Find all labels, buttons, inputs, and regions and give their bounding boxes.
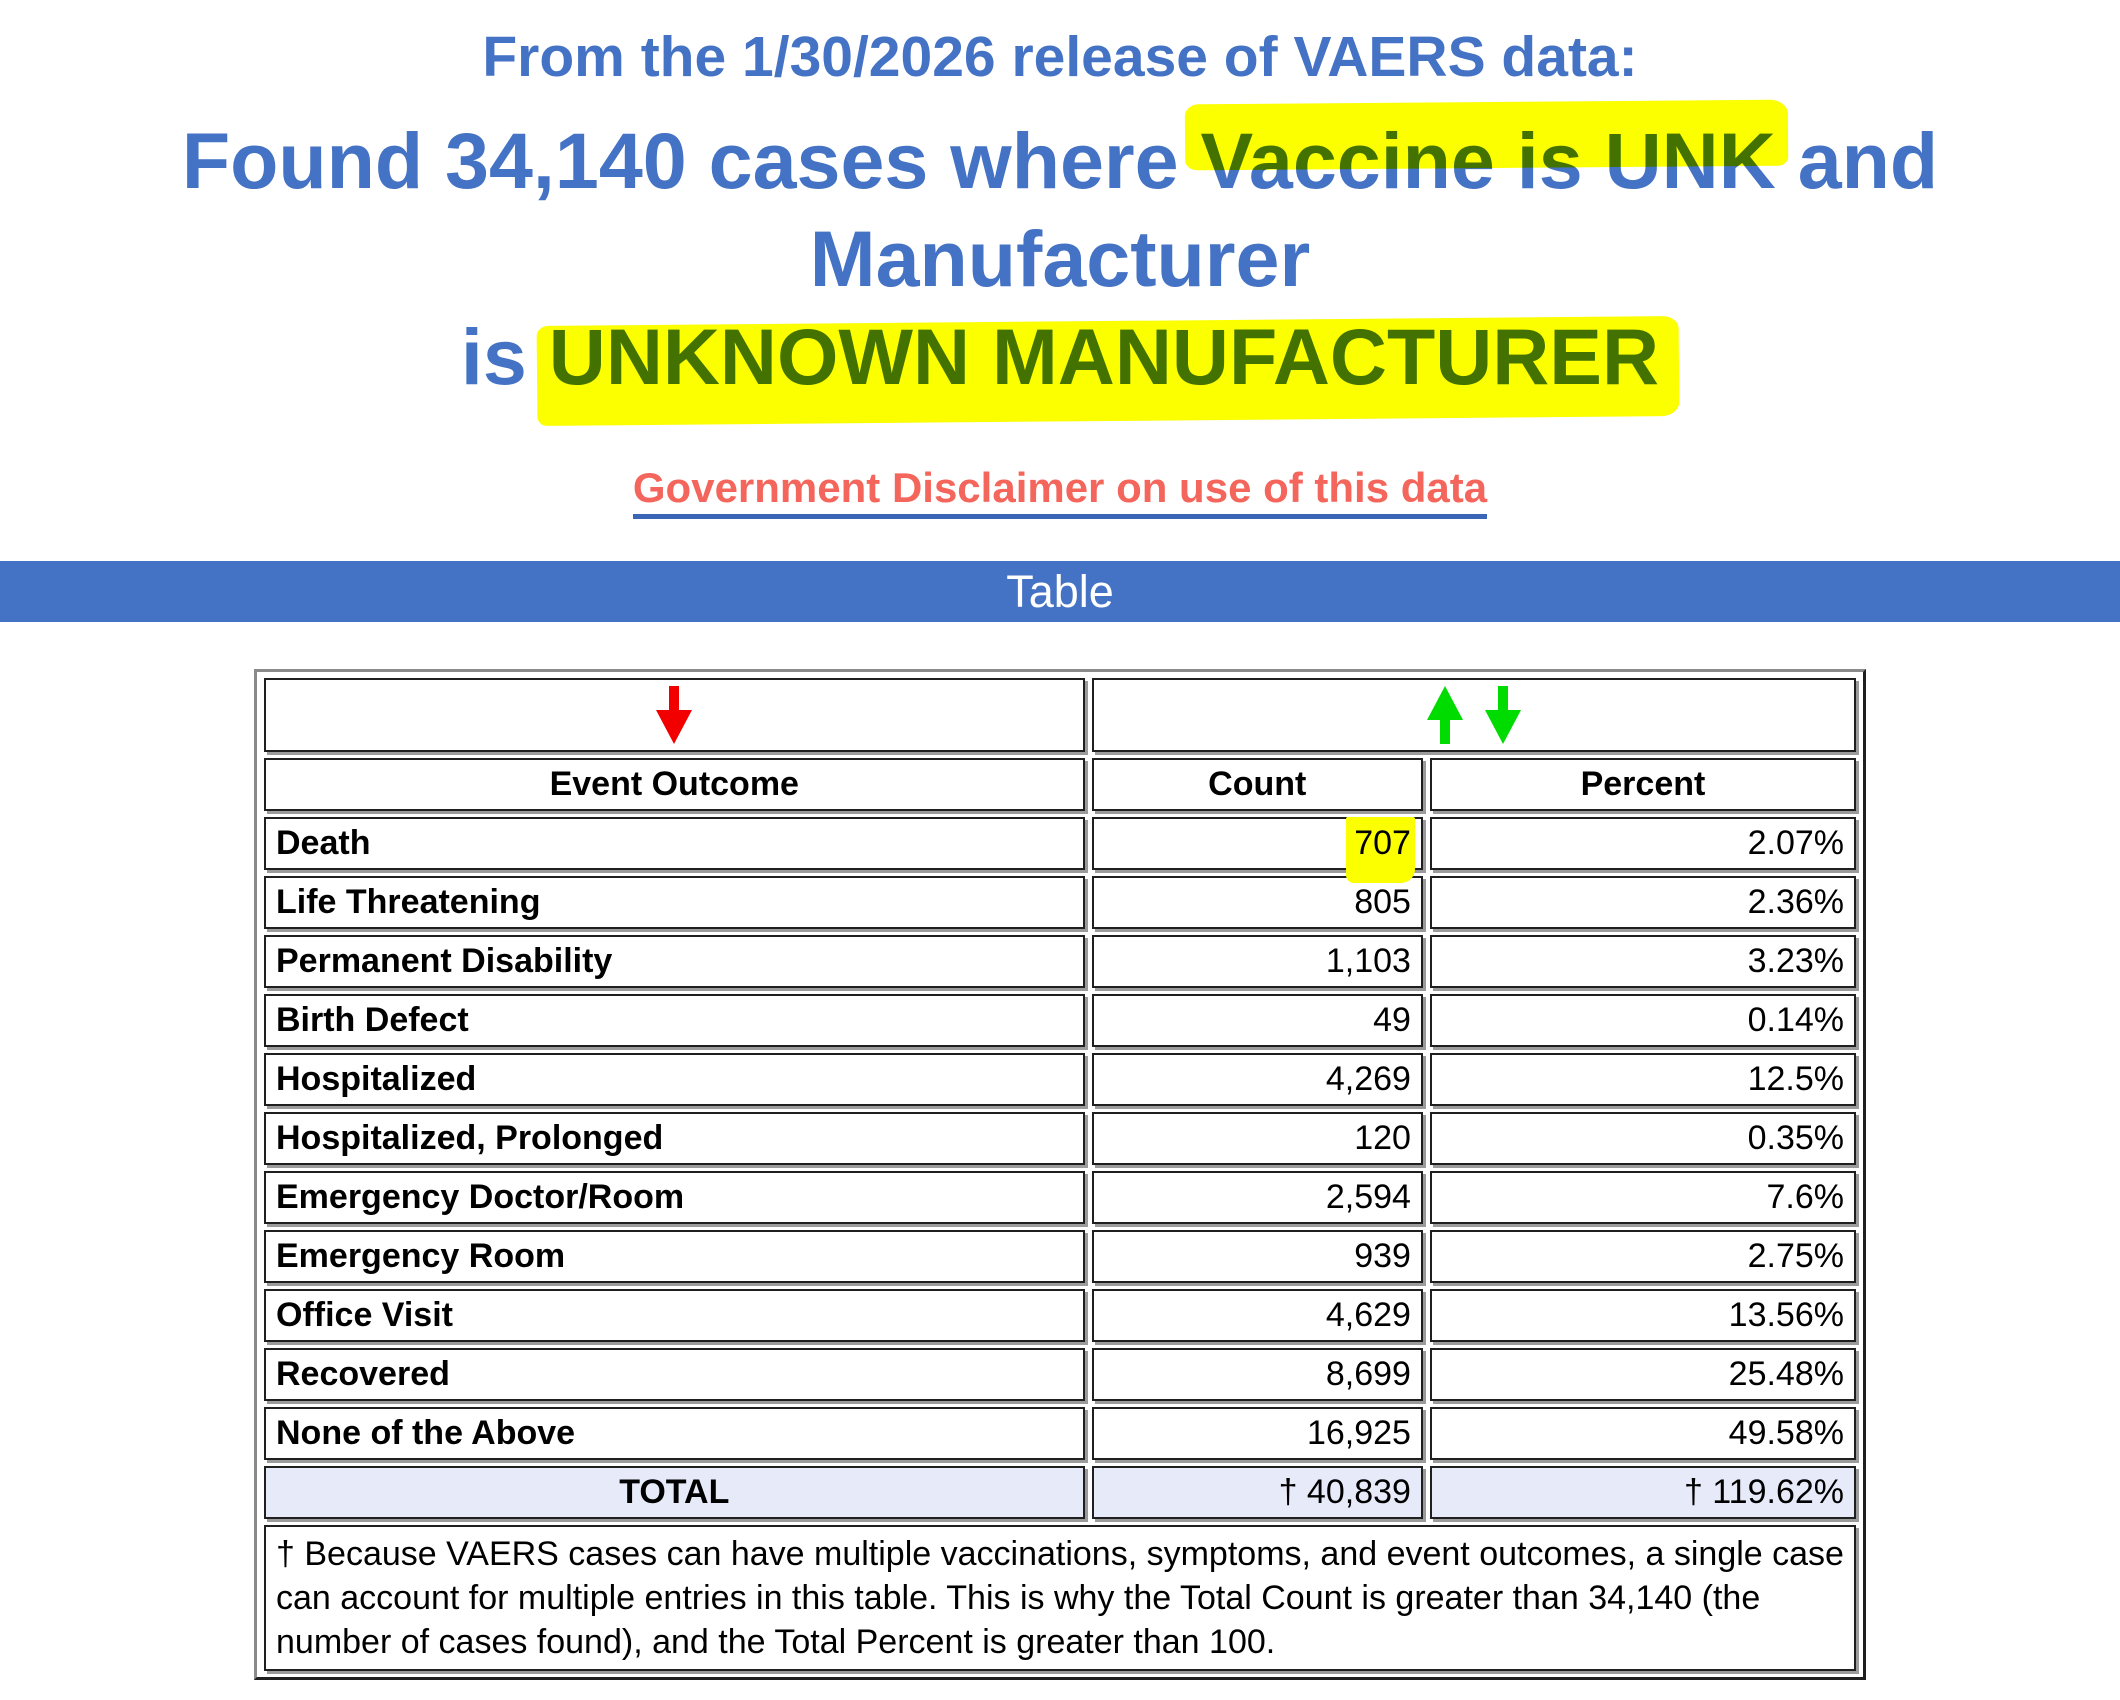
headline-text: and Manufacturer [809,116,1939,303]
government-disclaimer-link[interactable]: Government Disclaimer on use of this dat… [632,464,1488,519]
column-header-percent: Percent [1429,758,1856,811]
outcome-cell: Office Visit [264,1289,1085,1342]
red-down-arrow-icon [656,686,693,744]
table-row: Office Visit 4,629 13.56% [264,1289,1856,1342]
percent-cell: 0.14% [1429,994,1856,1047]
footnote-row: † Because VAERS cases can have multiple … [264,1525,1856,1671]
highlighted-count-value: 707 [1346,817,1415,883]
table-row: Hospitalized 4,269 12.5% [264,1053,1856,1106]
table-row: Recovered 8,699 25.48% [264,1348,1856,1401]
count-cell: 4,629 [1091,1289,1423,1342]
outcome-cell: Hospitalized, Prolonged [264,1112,1085,1165]
outcome-sort-cell[interactable] [264,678,1085,752]
outcome-cell: Life Threatening [264,876,1085,929]
table-row: Emergency Room 939 2.75% [264,1230,1856,1283]
highlighted-text-unknown-manufacturer: UNKNOWN MANUFACTURER [548,312,1660,401]
headline-text: is [460,312,549,401]
percent-cell: 49.58% [1429,1407,1856,1460]
release-line: From the 1/30/2026 release of VAERS data… [482,25,1638,89]
outcome-cell: None of the Above [264,1407,1085,1460]
count-cell: 2,594 [1091,1171,1423,1224]
outcome-cell: Hospitalized [264,1053,1085,1106]
outcome-cell: Birth Defect [264,994,1085,1047]
total-count-cell: † 40,839 [1091,1466,1423,1519]
count-cell: 805 [1091,876,1423,929]
outcome-table-body: Death 707 2.07% Life Threatening 805 2.36% Per… [264,817,1856,1460]
table-row: Life Threatening 805 2.36% [264,876,1856,929]
count-cell: 120 [1091,1112,1423,1165]
event-outcome-table: Event Outcome Count Percent Death 707 2.07… [254,669,1866,1680]
percent-cell: 25.48% [1429,1348,1856,1401]
total-label-cell: TOTAL [264,1466,1085,1519]
table-row: Birth Defect 49 0.14% [264,994,1856,1047]
outcome-cell: Permanent Disability [264,935,1085,988]
outcome-cell: Emergency Room [264,1230,1085,1283]
table-row: None of the Above 16,925 49.58% [264,1407,1856,1460]
table-row: Emergency Doctor/Room 2,594 7.6% [264,1171,1856,1224]
column-header-event-outcome: Event Outcome [264,758,1085,811]
count-cell: 4,269 [1091,1053,1423,1106]
percent-cell: 2.36% [1429,876,1856,929]
page-title: Found 34,140 cases where Vaccine is UNK … [20,112,2100,406]
total-row: TOTAL † 40,839 † 119.62% [264,1466,1856,1519]
highlighted-text-vaccine-unk: Vaccine is UNK [1200,116,1776,205]
footnote-cell: † Because VAERS cases can have multiple … [264,1525,1856,1671]
green-down-arrow-icon [1484,686,1521,744]
green-up-arrow-icon [1426,686,1463,744]
disclaimer-row: Government Disclaimer on use of this dat… [0,464,2120,519]
table-section-title: Table [1006,566,1114,617]
count-cell: 939 [1091,1230,1423,1283]
count-cell: 16,925 [1091,1407,1423,1460]
table-section-bar: Table [0,561,2120,622]
table-row: Permanent Disability 1,103 3.23% [264,935,1856,988]
percent-cell: 2.75% [1429,1230,1856,1283]
outcome-cell: Death [264,817,1085,870]
percent-cell: 7.6% [1429,1171,1856,1224]
table-row: Hospitalized, Prolonged 120 0.35% [264,1112,1856,1165]
percent-cell: 2.07% [1429,817,1856,870]
count-cell: 49 [1091,994,1423,1047]
percent-cell: 12.5% [1429,1053,1856,1106]
outcome-cell: Emergency Doctor/Room [264,1171,1085,1224]
count-cell: 8,699 [1091,1348,1423,1401]
outcome-cell: Recovered [264,1348,1085,1401]
column-header-count: Count [1091,758,1423,811]
column-header-row: Event Outcome Count Percent [264,758,1856,811]
percent-cell: 0.35% [1429,1112,1856,1165]
percent-cell: 13.56% [1429,1289,1856,1342]
total-percent-cell: † 119.62% [1429,1466,1856,1519]
values-sort-cell[interactable] [1091,678,1856,752]
count-cell: 1,103 [1091,935,1423,988]
headline-text: Found 34,140 cases where [181,116,1201,205]
table-row: Death 707 2.07% [264,817,1856,883]
count-cell: 707 [1091,817,1423,883]
sort-arrows-row [264,678,1856,752]
percent-cell: 3.23% [1429,935,1856,988]
